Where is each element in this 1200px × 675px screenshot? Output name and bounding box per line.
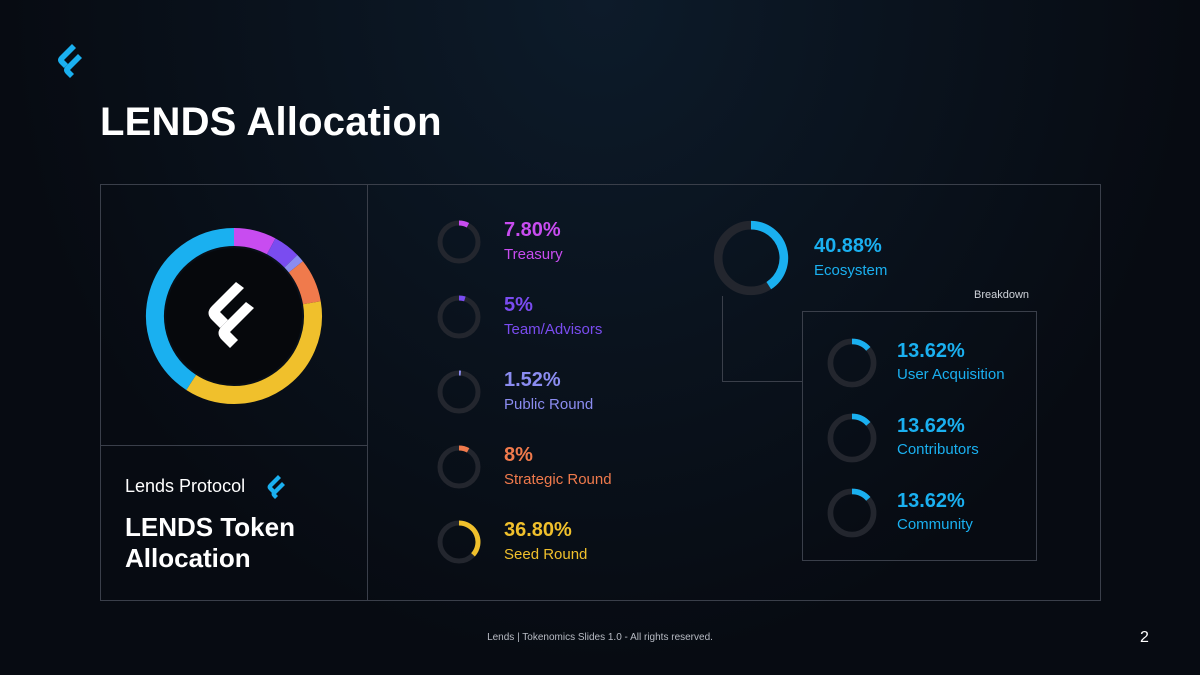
- brand-name: Lends Protocol: [125, 476, 246, 496]
- community-ring-value: [851, 488, 871, 501]
- community-label: Community: [897, 516, 973, 533]
- strategic-round-ring-chart: [437, 445, 481, 489]
- breakdown-label: Breakdown: [974, 289, 1030, 301]
- donut-slice-treasury: [233, 228, 276, 255]
- lends-logo-icon: [267, 475, 285, 499]
- strategic-round-ring-track: [437, 445, 481, 489]
- panel-divider: [367, 184, 368, 601]
- seed-round-ring-value: [458, 520, 481, 557]
- seed-round-label: Seed Round: [504, 546, 588, 563]
- contributors-percent: 13.62%: [897, 415, 965, 437]
- community-percent: 13.62%: [897, 490, 965, 512]
- ecosystem-breakdown-panel: [802, 311, 1037, 561]
- team-advisors-percent: 5%: [504, 294, 533, 316]
- treasury-label: Treasury: [504, 246, 563, 263]
- donut-slice-seed-round: [186, 301, 322, 404]
- contributors-ring-value: [851, 413, 871, 426]
- treasury-ring-track: [437, 220, 481, 264]
- public-round-ring-chart: [437, 370, 481, 414]
- treasury-percent: 7.80%: [504, 219, 561, 241]
- donut-slice-public-round: [284, 254, 303, 273]
- public-round-percent: 1.52%: [504, 369, 561, 391]
- team-advisors-ring-chart: [437, 295, 481, 339]
- treasury-ring-chart: [437, 220, 481, 264]
- ecosystem-label: Ecosystem: [814, 262, 888, 279]
- treasury-ring-value: [458, 220, 470, 228]
- breakdown-connector: [722, 296, 802, 382]
- team-advisors-label: Team/Advisors: [504, 321, 603, 338]
- contributors-label: Contributors: [897, 441, 979, 458]
- strategic-round-ring-value: [458, 445, 470, 453]
- seed-round-ring-chart: [437, 520, 481, 564]
- brand-subtitle: LENDS Token Allocation: [125, 512, 295, 573]
- team-advisors-ring-value: [458, 295, 466, 302]
- contributors-ring-chart: [827, 413, 877, 463]
- allocation-panel: [100, 184, 1101, 601]
- user-acquisition-percent: 13.62%: [897, 340, 965, 362]
- panel-divider-horizontal: [100, 445, 368, 446]
- user-acquisition-ring-chart: [827, 338, 877, 388]
- user-acquisition-label: User Acquisition: [897, 366, 1005, 383]
- strategic-round-label: Strategic Round: [504, 471, 612, 488]
- ecosystem-percent: 40.88%: [814, 235, 882, 257]
- ecosystem-ring-value: [750, 220, 789, 290]
- allocation-donut-chart: [146, 228, 322, 404]
- lends-logo-icon: [58, 44, 82, 78]
- public-round-label: Public Round: [504, 396, 594, 413]
- page-number: 2: [1140, 629, 1149, 646]
- ecosystem-ring-chart: [713, 220, 789, 296]
- donut-slice-strategic-round: [288, 261, 321, 305]
- donut-slice-ecosystem: [146, 228, 235, 390]
- lends-logo-icon: [208, 282, 254, 348]
- footer-text: Lends | Tokenomics Slides 1.0 - All righ…: [487, 632, 713, 643]
- donut-slice-team-advisors: [266, 238, 298, 268]
- page-title: LENDS Allocation: [100, 100, 442, 144]
- user-acquisition-ring-value: [851, 338, 871, 351]
- strategic-round-percent: 8%: [504, 444, 533, 466]
- community-ring-chart: [827, 488, 877, 538]
- seed-round-percent: 36.80%: [504, 519, 572, 541]
- team-advisors-ring-track: [437, 295, 481, 339]
- public-round-ring-track: [437, 370, 481, 414]
